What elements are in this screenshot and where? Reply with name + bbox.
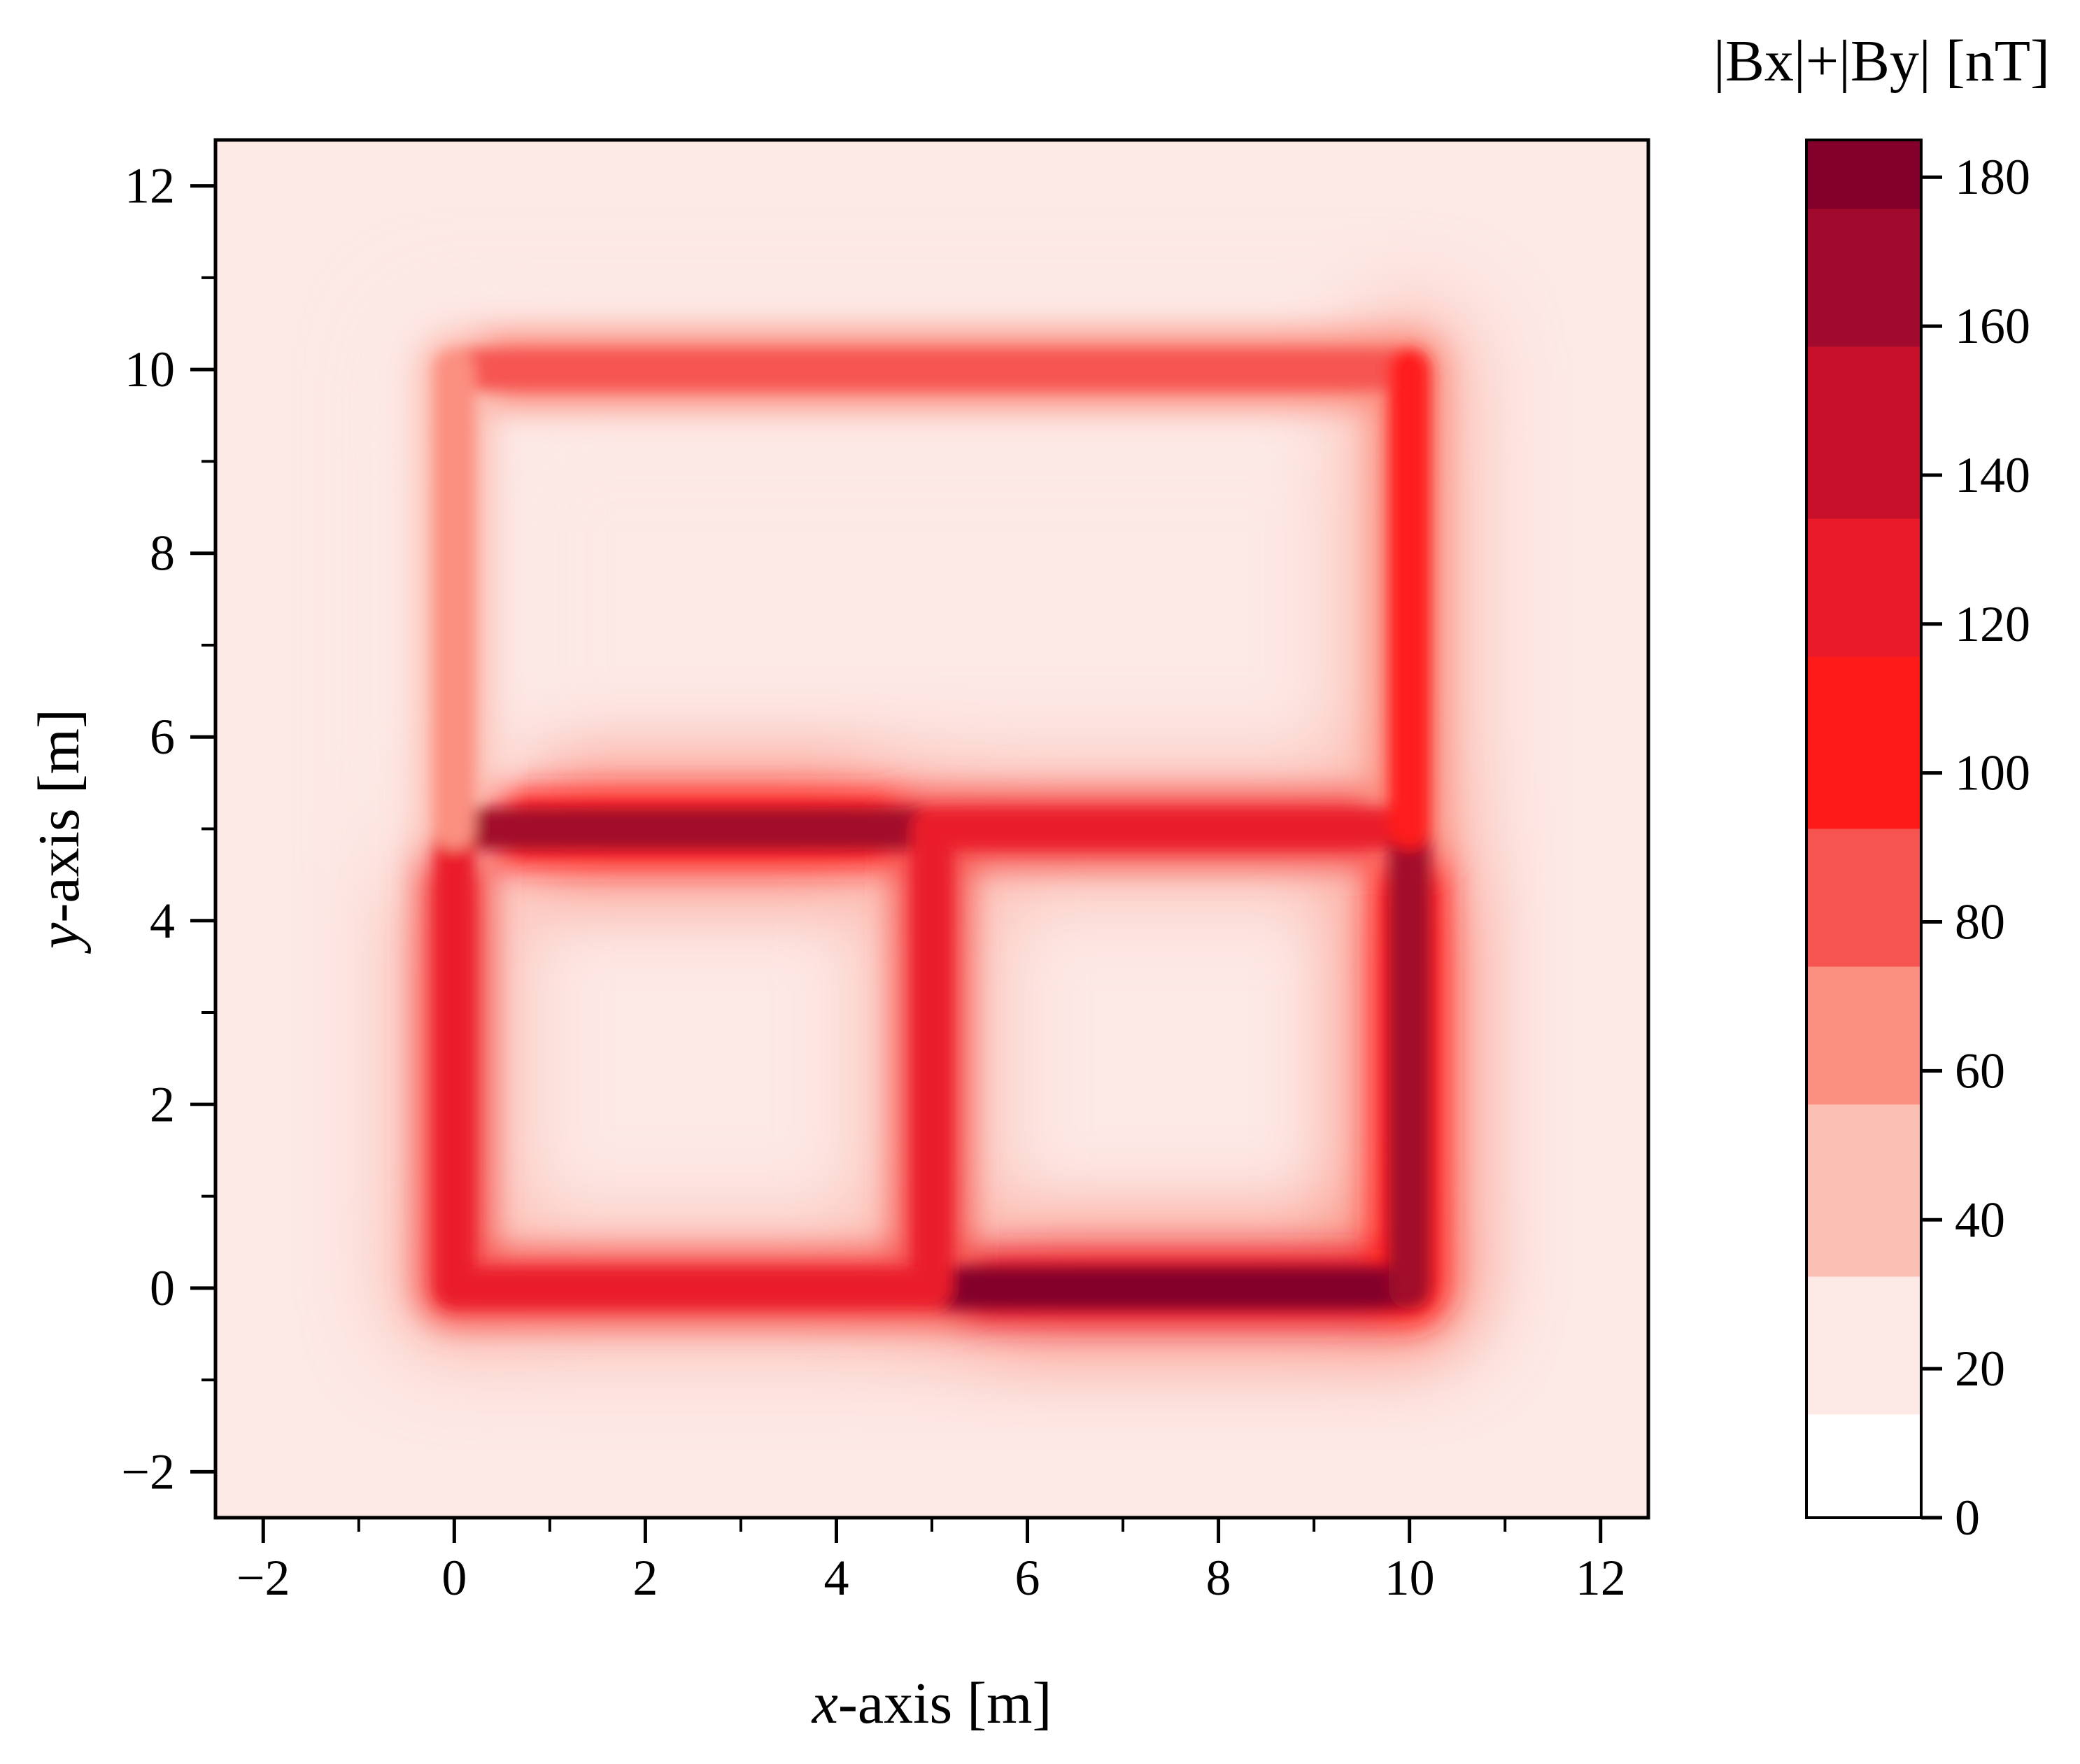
x-axis-label-rest: -axis [m] (838, 1671, 1052, 1736)
y-axis-label-rest: -axis [m] (27, 709, 92, 923)
y-tick-label: 6 (150, 709, 175, 765)
colorbar-tick-label: 160 (1955, 298, 2030, 354)
x-axis-ticks: −2 0 2 4 6 8 10 12 (236, 1518, 1626, 1606)
colorbar-tick-label: 100 (1955, 745, 2030, 801)
colorbar-tick-label: 40 (1955, 1192, 2005, 1248)
x-tick-label: 6 (1015, 1550, 1040, 1606)
x-axis-label: x-axis [m] (811, 1671, 1052, 1736)
x-tick-label: −2 (236, 1550, 290, 1606)
y-tick-label: 2 (150, 1076, 175, 1132)
x-tick-label: 0 (441, 1550, 467, 1606)
x-tick-label: 10 (1385, 1550, 1435, 1606)
x-tick-label: 4 (823, 1550, 849, 1606)
colorbar-tick-label: 0 (1955, 1490, 1980, 1546)
y-axis-label: y-axis [m] (27, 709, 92, 954)
y-tick-label: 0 (150, 1260, 175, 1316)
x-tick-label: 12 (1576, 1550, 1626, 1606)
colorbar-tick-label: 60 (1955, 1043, 2005, 1099)
colorbar-tick-label: 180 (1955, 149, 2030, 205)
y-axis-ticks: −2 0 2 4 6 8 10 12 (121, 158, 215, 1500)
heat-layer-2 (433, 348, 1431, 1309)
y-tick-label: 12 (125, 158, 175, 214)
y-tick-label: 4 (150, 893, 175, 949)
y-tick-label: 10 (125, 341, 175, 397)
colorbar-title: |Bx|+|By| [nT] (1713, 29, 2050, 94)
y-tick-label: 8 (150, 525, 175, 581)
heatmap-plot-area (213, 138, 1650, 1520)
x-axis-label-italic: x (811, 1671, 838, 1736)
colorbar-tick-label: 80 (1955, 894, 2005, 950)
heatmap-field (384, 299, 1480, 1358)
x-tick-label: 8 (1206, 1550, 1231, 1606)
y-tick-label: −2 (121, 1444, 175, 1500)
colorbar-tick-label: 120 (1955, 596, 2030, 652)
colorbar-ticks: 0 20 40 60 80 100 120 140 160 180 (1921, 149, 2030, 1546)
y-axis-label-italic: y (27, 922, 92, 954)
colorbar-gradient (1806, 140, 1921, 1518)
colorbar: 0 20 40 60 80 100 120 140 160 180 |Bx|+|By| [nT] (1713, 29, 2050, 1546)
colorbar-tick-label: 20 (1955, 1341, 2005, 1397)
x-tick-label: 2 (632, 1550, 658, 1606)
colorbar-tick-label: 140 (1955, 447, 2030, 503)
colorbar-frame (1805, 139, 1923, 1519)
